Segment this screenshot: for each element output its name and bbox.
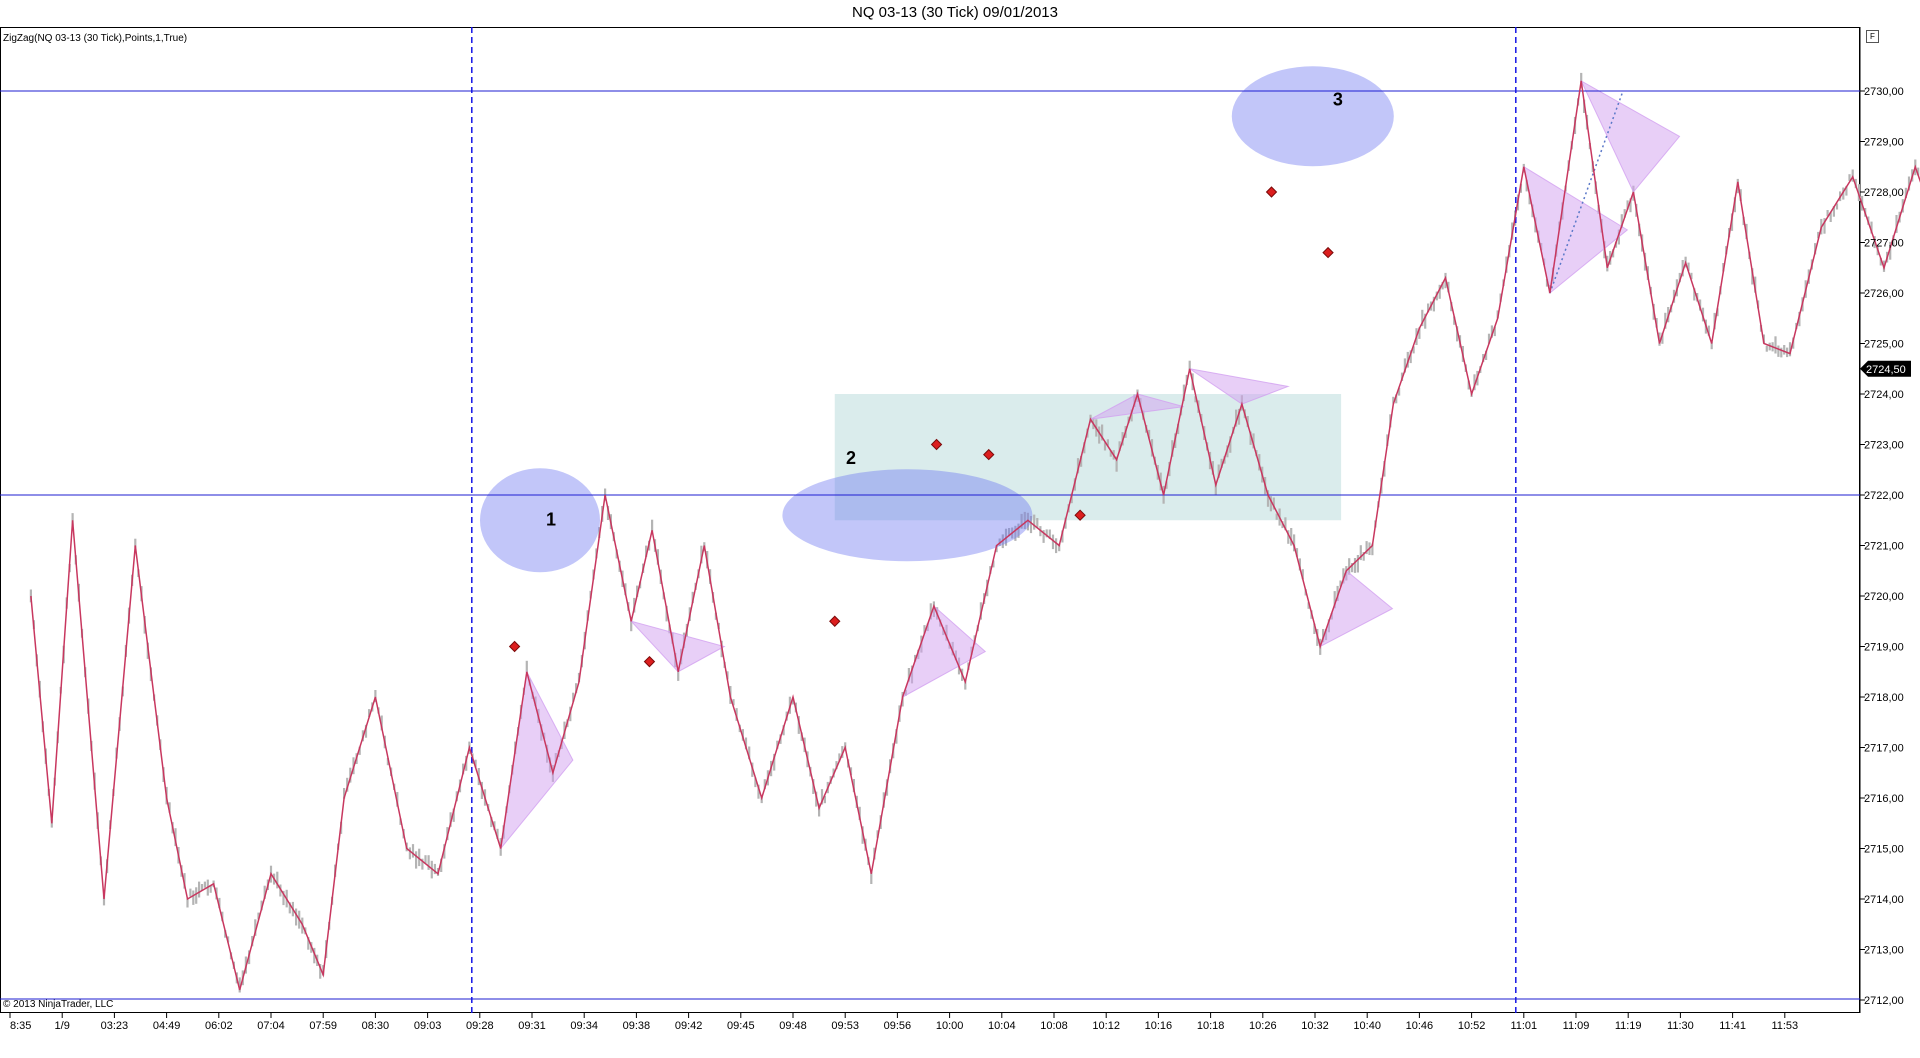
- zigzag-line: [30, 80, 1920, 991]
- x-tick-label: 09:31: [518, 1020, 546, 1032]
- ellipse-shape: [782, 469, 1033, 562]
- x-tick-label: 10:18: [1197, 1020, 1225, 1032]
- signal-marker: [1074, 509, 1086, 521]
- triangle-shape: [1090, 393, 1184, 420]
- y-tick-label: 2716,00: [1864, 793, 1904, 805]
- x-tick-label: 03:23: [101, 1020, 129, 1032]
- x-tick-label: 11:53: [1771, 1020, 1798, 1032]
- y-tick-label: 2713,00: [1864, 945, 1904, 957]
- x-tick-label: 1/9: [55, 1020, 70, 1032]
- last-price-badge: [1860, 360, 1911, 377]
- signal-marker: [1265, 186, 1278, 198]
- zigzag-indicator: [30, 80, 1920, 991]
- annotation-label-1: 1: [546, 509, 556, 529]
- x-tick-label: 09:38: [623, 1020, 651, 1032]
- y-tick-label: 2717,00: [1864, 743, 1904, 755]
- x-tick-label: 8:35: [10, 1020, 31, 1032]
- triangle-shape: [1189, 368, 1290, 405]
- ellipse-shape: [480, 468, 600, 573]
- x-tick-label: 10:00: [936, 1020, 964, 1032]
- y-tick-label: 2726,00: [1864, 288, 1904, 300]
- y-tick-label: 2723,00: [1864, 440, 1904, 452]
- x-tick-label: 09:45: [727, 1020, 755, 1032]
- annotation-label-2: 2: [846, 448, 856, 468]
- x-tick-label: 11:41: [1719, 1020, 1746, 1032]
- signal-marker: [643, 655, 656, 668]
- x-tick-label: 10:26: [1249, 1020, 1277, 1032]
- x-tick-label: 07:04: [257, 1020, 285, 1032]
- triangle-shape: [1580, 79, 1681, 193]
- signal-marker: [829, 615, 841, 627]
- y-tick-label: 2730,00: [1864, 86, 1904, 98]
- y-tick-label: 2721,00: [1864, 541, 1904, 553]
- x-tick-label: 10:46: [1406, 1020, 1434, 1032]
- y-tick-label: 2727,00: [1864, 238, 1904, 250]
- last-price-label: 2724,50: [1866, 364, 1906, 376]
- y-tick-label: 2715,00: [1864, 844, 1904, 856]
- x-tick-label: 09:42: [675, 1020, 703, 1032]
- x-tick-label: 11:09: [1563, 1020, 1590, 1032]
- x-tick-label: 09:28: [466, 1020, 494, 1032]
- x-tick-label: 10:40: [1353, 1020, 1381, 1032]
- x-tick-label: 04:49: [153, 1020, 181, 1032]
- x-tick-label: 11:01: [1510, 1020, 1537, 1032]
- x-tick-label: 10:08: [1040, 1020, 1068, 1032]
- signal-marker: [1322, 246, 1334, 259]
- y-tick-label: 2718,00: [1864, 692, 1904, 704]
- annotation-label-3: 3: [1333, 89, 1343, 109]
- signal-markers: [508, 186, 1334, 668]
- triangle-shape: [629, 620, 726, 673]
- y-tick-label: 2728,00: [1864, 187, 1904, 199]
- x-tick-label: 10:32: [1301, 1020, 1329, 1032]
- x-tick-label: 11:19: [1615, 1020, 1642, 1032]
- x-tick-label: 09:03: [414, 1020, 442, 1032]
- y-tick-label: 2729,00: [1864, 137, 1904, 149]
- x-tick-label: 10:12: [1092, 1020, 1120, 1032]
- horizontal-lines: [0, 90, 1860, 1000]
- y-tick-label: 2712,00: [1864, 995, 1904, 1007]
- chart-title: NQ 03-13 (30 Tick) 09/01/2013: [852, 4, 1058, 21]
- x-tick-label: 10:04: [988, 1020, 1016, 1032]
- y-axis: 2712,00 2713,00 2714,00 2715,00 2716,00 2717,…: [1860, 86, 1911, 1007]
- y-tick-label: 2719,00: [1864, 642, 1904, 654]
- indicator-label: ZigZag(NQ 03-13 (30 Tick),Points,1,True): [3, 33, 188, 44]
- x-tick-label: 06:02: [205, 1020, 233, 1032]
- x-tick-label: 09:53: [831, 1020, 859, 1032]
- triangle-shape: [499, 670, 574, 851]
- x-tick-label: 07:59: [309, 1020, 337, 1032]
- x-tick-label: 09:34: [570, 1020, 598, 1032]
- x-tick-label: 10:52: [1458, 1020, 1486, 1032]
- y-tick-label: 2714,00: [1864, 894, 1904, 906]
- signal-marker: [983, 448, 995, 461]
- x-tick-label: 08:30: [362, 1020, 390, 1032]
- triangle-shape: [1319, 569, 1394, 648]
- annotation-labels: 1 2 3: [546, 89, 1343, 529]
- drawing-objects: [480, 66, 1681, 851]
- ellipse-shape: [1231, 66, 1394, 167]
- y-tick-label: 2725,00: [1864, 339, 1904, 351]
- session-break-lines: [471, 27, 1517, 1013]
- x-tick-label: 11:30: [1667, 1020, 1694, 1032]
- dotted-trendline: [1549, 90, 1624, 294]
- y-tick-label: 2724,00: [1864, 389, 1904, 401]
- x-axis: 8:35 1/9 03:23 04:49 06:02 07:04 07:59 08:30 09:…: [9, 1013, 1798, 1032]
- x-tick-label: 09:56: [884, 1020, 912, 1032]
- triangle-shape: [1523, 165, 1629, 294]
- x-tick-label: 09:48: [779, 1020, 807, 1032]
- signal-marker: [508, 640, 521, 653]
- copyright-text: © 2013 NinjaTrader, LLC: [3, 999, 114, 1010]
- panel-float-button[interactable]: F: [1866, 30, 1879, 43]
- y-tick-label: 2722,00: [1864, 490, 1904, 502]
- signal-marker: [930, 438, 943, 451]
- x-tick-label: 10:16: [1145, 1020, 1173, 1032]
- y-tick-label: 2720,00: [1864, 591, 1904, 603]
